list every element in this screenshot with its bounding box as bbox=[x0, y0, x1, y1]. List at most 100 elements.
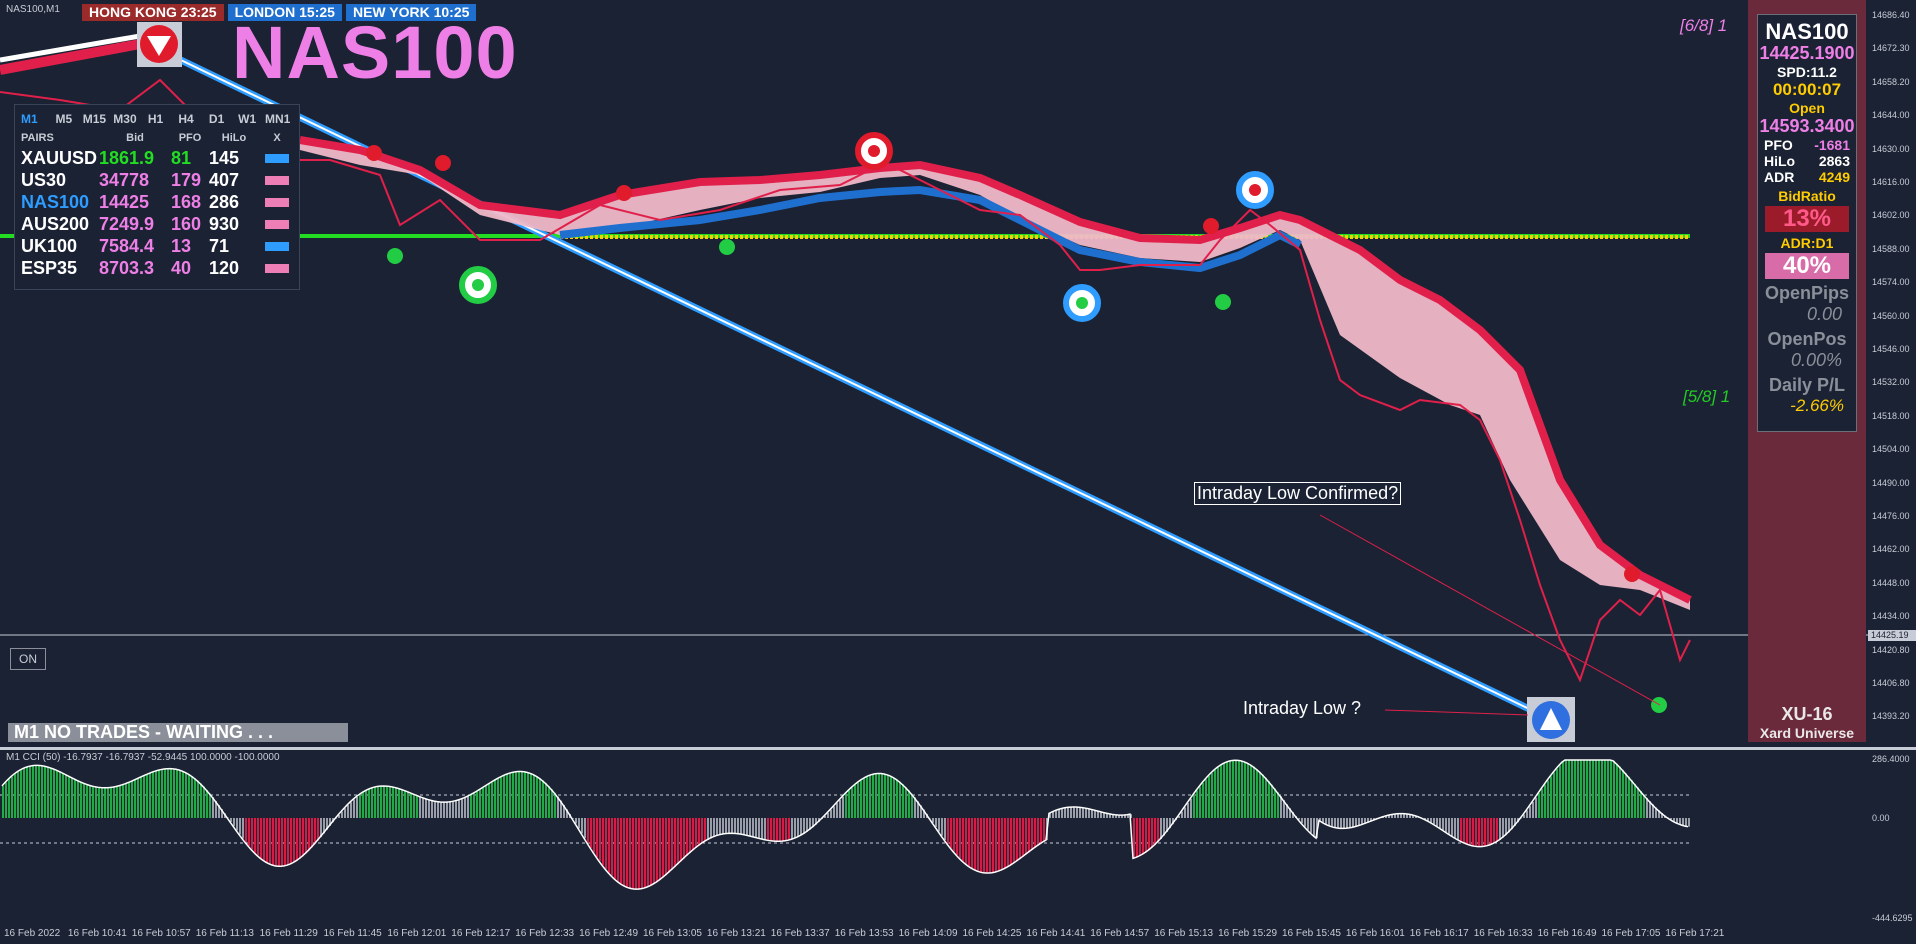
cci-bar bbox=[593, 818, 595, 853]
cci-bar bbox=[1223, 763, 1225, 818]
cci-bar bbox=[1190, 798, 1192, 818]
cci-bar bbox=[638, 818, 640, 890]
tf-m30[interactable]: M30 bbox=[113, 112, 137, 126]
pair-row[interactable]: NAS100 14425 168 286 bbox=[21, 191, 293, 213]
cci-bar bbox=[149, 773, 151, 818]
cci-bar bbox=[389, 786, 391, 818]
cci-bar bbox=[1466, 818, 1468, 844]
cci-bar bbox=[188, 774, 190, 818]
col-pairs: PAIRS bbox=[21, 132, 54, 144]
cci-bar bbox=[689, 818, 691, 854]
cci-bar bbox=[260, 818, 262, 859]
openpos-label: OpenPos bbox=[1767, 329, 1847, 349]
cci-bar bbox=[1286, 804, 1288, 818]
cci-bar bbox=[482, 787, 484, 818]
tf-h1[interactable]: H1 bbox=[147, 112, 164, 126]
cci-bar bbox=[827, 812, 829, 818]
pair-pfo: 81 bbox=[171, 147, 192, 168]
price-axis[interactable]: 14425.19 14686.40 14672.30 14658.20 14644.0… bbox=[1868, 0, 1916, 944]
cci-label: M1 CCI (50) -16.7937 -16.7937 -52.9445 1… bbox=[6, 752, 280, 763]
cci-bar bbox=[386, 786, 388, 818]
cci-bar bbox=[440, 801, 442, 818]
trend-stripe-white bbox=[0, 33, 141, 63]
cci-bar bbox=[269, 818, 271, 864]
tf-d1[interactable]: D1 bbox=[208, 112, 225, 126]
cci-bar bbox=[137, 778, 139, 818]
cci-bar bbox=[665, 818, 667, 876]
cci-bar bbox=[1553, 772, 1555, 818]
pair-row[interactable]: XAUUSD 1861.9 81 145 bbox=[21, 147, 293, 169]
cci-bar bbox=[263, 818, 265, 861]
time-axis[interactable]: 16 Feb 2022 16 Feb 10:41 16 Feb 10:57 16 Fe… bbox=[0, 924, 1868, 944]
cci-bar bbox=[452, 801, 454, 818]
pair-row[interactable]: US30 34778 179 407 bbox=[21, 169, 293, 191]
tf-m5[interactable]: M5 bbox=[55, 112, 73, 126]
price-chart[interactable] bbox=[0, 0, 1868, 746]
cci-bar bbox=[113, 787, 115, 818]
cci-bar bbox=[1646, 797, 1648, 818]
cci-bar bbox=[245, 818, 247, 843]
cci-bar bbox=[1241, 760, 1243, 818]
cci-bar bbox=[1307, 818, 1309, 830]
cci-bar bbox=[992, 818, 994, 873]
cci-bar bbox=[182, 771, 184, 818]
cci-bar bbox=[1055, 810, 1057, 818]
cci-bar bbox=[1094, 810, 1096, 818]
cci-bar bbox=[1103, 812, 1105, 818]
cci-bar bbox=[392, 786, 394, 818]
pair-row[interactable]: ESP35 8703.3 40 120 bbox=[21, 257, 293, 279]
cci-bar bbox=[209, 793, 211, 818]
cci-bar bbox=[1025, 818, 1027, 855]
cci-bar bbox=[677, 818, 679, 865]
cci-bar bbox=[359, 794, 361, 818]
cci-bar bbox=[32, 765, 34, 818]
price-tick: 14658.20 bbox=[1872, 76, 1910, 87]
cci-bar bbox=[1403, 813, 1405, 818]
pair-name: US30 bbox=[21, 169, 67, 190]
cci-bar bbox=[122, 784, 124, 818]
panel-pfo-row: PFO -1681 bbox=[1758, 137, 1856, 153]
cci-bar bbox=[770, 818, 772, 841]
cci-bar bbox=[1226, 762, 1228, 818]
cci-bar bbox=[1544, 784, 1546, 818]
pair-pfo: 179 bbox=[171, 169, 202, 190]
cci-bar bbox=[524, 771, 526, 818]
cci-bar bbox=[647, 818, 649, 888]
tf-m15[interactable]: M15 bbox=[82, 112, 107, 126]
cci-bar bbox=[695, 818, 697, 849]
cci-bar bbox=[635, 818, 637, 890]
cci-bar bbox=[1358, 818, 1360, 826]
cci-indicator[interactable] bbox=[0, 750, 1868, 924]
cci-bar bbox=[1121, 815, 1123, 818]
tf-mn1[interactable]: MN1 bbox=[265, 112, 291, 126]
cci-bar bbox=[1259, 771, 1261, 818]
annotation-intraday-low-confirmed: Intraday Low Confirmed? bbox=[1194, 482, 1402, 505]
cci-bar bbox=[434, 801, 436, 818]
cci-bar bbox=[749, 818, 751, 836]
pair-row[interactable]: UK100 7584.4 13 71 bbox=[21, 235, 293, 257]
adrd1-value: 40% bbox=[1765, 253, 1849, 279]
cci-bar bbox=[1034, 818, 1036, 848]
cci-bar bbox=[47, 766, 49, 818]
tf-m1[interactable]: M1 bbox=[21, 112, 38, 126]
cci-bar bbox=[668, 818, 670, 873]
pair-color-swatch bbox=[265, 241, 289, 251]
cci-bar bbox=[602, 818, 604, 866]
pair-row[interactable]: AUS200 7249.9 160 930 bbox=[21, 213, 293, 235]
cci-bar bbox=[1565, 760, 1567, 818]
cci-bar bbox=[557, 796, 559, 818]
cci-bar bbox=[23, 768, 25, 818]
cci-bar bbox=[785, 818, 787, 841]
cci-bar bbox=[536, 776, 538, 818]
tf-w1[interactable]: W1 bbox=[238, 112, 257, 126]
time-tick: 16 Feb 16:17 bbox=[1409, 928, 1469, 939]
on-toggle-button[interactable]: ON bbox=[10, 648, 46, 670]
subwindow-separator[interactable] bbox=[0, 747, 1916, 750]
time-tick: 16 Feb 12:33 bbox=[515, 928, 575, 939]
tf-h4[interactable]: H4 bbox=[178, 112, 194, 126]
cci-bar bbox=[1622, 769, 1624, 818]
cci-bar bbox=[548, 785, 550, 818]
cci-bar bbox=[446, 802, 448, 818]
cci-bar bbox=[1265, 777, 1267, 818]
cci-bar bbox=[791, 818, 793, 840]
